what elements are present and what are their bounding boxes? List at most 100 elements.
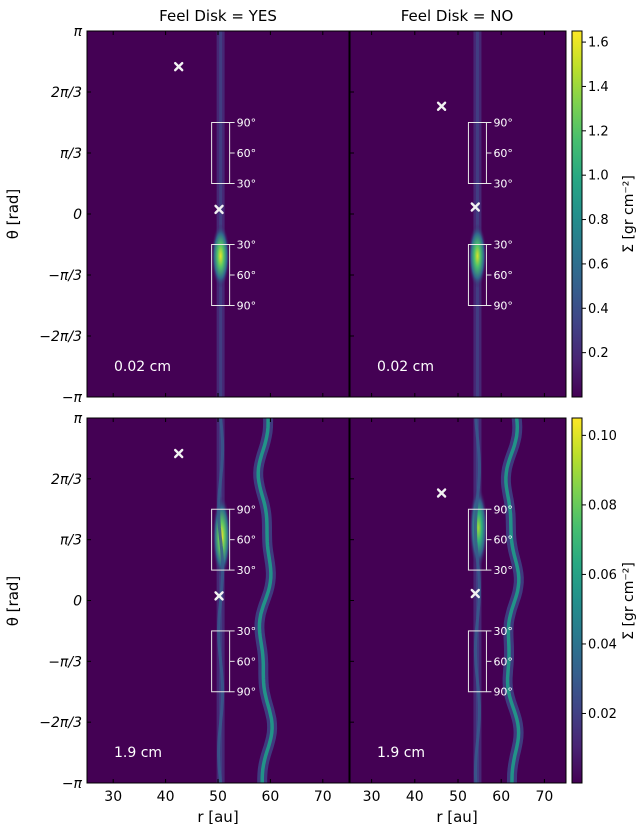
heatmap-panel-yes-row0	[87, 31, 349, 397]
y-tick-label: −π	[62, 390, 83, 406]
outer-ring	[504, 418, 521, 783]
inner-ring-wave	[473, 418, 481, 783]
grain-size-label: 0.02 cm	[114, 359, 171, 375]
region-label: 30°	[493, 238, 513, 251]
region-label: 30°	[493, 625, 513, 638]
region-label: 60°	[493, 147, 513, 160]
colorbar-tick-label: 0.10	[588, 429, 617, 444]
region-label: 90°	[493, 299, 513, 312]
y-tick-label: π	[74, 24, 83, 40]
y-tick-label: 0	[73, 207, 82, 223]
region-label: 60°	[237, 655, 257, 668]
colorbar	[571, 30, 583, 398]
ring-core	[219, 31, 223, 397]
y-tick-label: −π/3	[48, 654, 82, 670]
region-label: 90°	[493, 503, 513, 516]
outer-ring	[256, 418, 274, 783]
marker-x	[214, 591, 224, 601]
marker-x	[436, 488, 447, 498]
y-tick-label: 2π/3	[51, 472, 82, 488]
region-label: 60°	[237, 534, 257, 547]
y-tick-label: −2π/3	[39, 715, 82, 731]
colorbar-tick-label: 1.2	[588, 124, 609, 139]
x-axis-label-left: r [au]	[197, 808, 238, 826]
x-tick-label: 40	[406, 789, 424, 805]
x-tick-label: 60	[492, 789, 510, 805]
y-tick-label: π	[74, 411, 83, 427]
vortex-peak	[211, 223, 230, 288]
colorbar-tick-label: 0.6	[588, 257, 609, 272]
region-label: 30°	[237, 564, 257, 577]
colorbar-tick-label: 1.0	[588, 169, 609, 184]
colorbar-tick-label: 0.8	[588, 213, 609, 228]
colorbar-tick-label: 0.2	[588, 346, 609, 361]
x-tick-label: 50	[209, 789, 227, 805]
ring-core	[475, 418, 479, 783]
ring-core	[475, 31, 479, 397]
marker-x	[173, 61, 184, 72]
heatmap-panel-no-row1	[350, 418, 566, 783]
grain-size-label: 1.9 cm	[114, 745, 162, 761]
x-tick-label: 40	[157, 789, 175, 805]
region-label: 60°	[493, 269, 513, 282]
colorbar-label-bottom: Σ [gr cm⁻²]	[621, 562, 637, 640]
y-tick-label: −π	[62, 776, 83, 792]
region-label: 90°	[237, 503, 257, 516]
x-tick-label: 60	[261, 789, 279, 805]
heatmap-background	[350, 31, 566, 397]
region-label: 90°	[237, 299, 257, 312]
region-label: 90°	[237, 686, 257, 699]
marker-x	[173, 448, 184, 459]
colorbar-tick-label: 0.06	[588, 568, 617, 583]
inner-ring-wave	[217, 418, 225, 783]
x-tick-label: 70	[314, 789, 332, 805]
region-label: 30°	[493, 564, 513, 577]
y-tick-label: 0	[73, 594, 82, 610]
region-label: 90°	[237, 117, 257, 130]
x-tick-label: 30	[104, 789, 122, 805]
x-tick-label: 30	[363, 789, 381, 805]
region-label: 60°	[493, 534, 513, 547]
vortex-peak	[469, 487, 488, 569]
heatmap-panel-no-row0	[350, 31, 566, 397]
heatmap-background	[350, 418, 566, 783]
marker-x	[436, 101, 447, 111]
y-tick-label: π/3	[60, 533, 82, 549]
y-axis-label-bottom: θ [rad]	[4, 576, 22, 627]
colorbar-tick-label: 0.08	[588, 498, 617, 513]
colorbar-tick-label: 0.04	[588, 637, 617, 652]
vortex-peak	[468, 223, 487, 288]
marker-x	[214, 204, 224, 215]
x-tick-label: 50	[449, 789, 467, 805]
x-tick-label: 70	[535, 789, 553, 805]
region-label: 30°	[237, 178, 257, 191]
colorbar-label-top: Σ [gr cm⁻²]	[621, 175, 637, 253]
grain-size-label: 1.9 cm	[377, 745, 425, 761]
heatmap-panel-yes-row1	[87, 418, 349, 783]
colorbar	[571, 417, 583, 784]
region-label: 30°	[237, 625, 257, 638]
y-tick-label: −π/3	[48, 268, 82, 284]
y-tick-label: −2π/3	[39, 329, 82, 345]
colorbar-tick-label: 1.6	[588, 36, 609, 51]
y-axis-label-top: θ [rad]	[4, 189, 22, 240]
column-title-no: Feel Disk = NO	[401, 7, 514, 25]
grain-size-label: 0.02 cm	[377, 359, 434, 375]
region-label: 90°	[493, 686, 513, 699]
x-axis-label-right: r [au]	[436, 808, 477, 826]
y-tick-label: π/3	[60, 146, 82, 162]
plot-layer	[87, 30, 583, 784]
colorbar-tick-label: 1.4	[588, 80, 609, 95]
region-label: 60°	[237, 147, 257, 160]
marker-x	[470, 588, 480, 599]
colorbar-tick-label: 0.02	[588, 707, 617, 722]
region-label: 60°	[237, 269, 257, 282]
region-label: 90°	[493, 117, 513, 130]
colorbar-tick-label: 0.4	[588, 302, 609, 317]
y-tick-label: 2π/3	[51, 85, 82, 101]
column-title-yes: Feel Disk = YES	[159, 7, 277, 25]
region-label: 30°	[237, 238, 257, 251]
marker-x	[470, 202, 480, 212]
region-label: 60°	[493, 655, 513, 668]
